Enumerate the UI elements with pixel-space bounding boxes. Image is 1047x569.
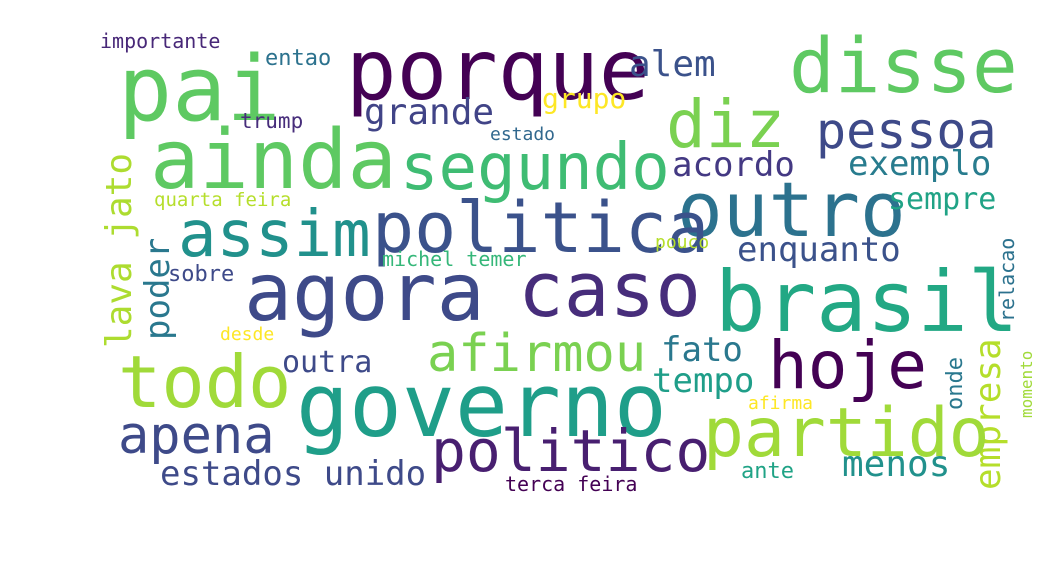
- word-afirma: afirma: [748, 393, 814, 414]
- word-poder: poder: [138, 237, 178, 340]
- word-partido: partido: [703, 394, 990, 473]
- word-quarta-feira: quarta feira: [154, 189, 292, 211]
- word-exemplo: exemplo: [848, 144, 992, 184]
- word-pouco: pouco: [655, 232, 710, 253]
- word-desde: desde: [220, 324, 275, 345]
- word-sempre: sempre: [888, 182, 997, 217]
- word-segundo: segundo: [400, 131, 670, 205]
- word-michel-temer: michel temer: [382, 247, 527, 271]
- word-acordo: acordo: [672, 145, 795, 185]
- word-pai: pai: [118, 37, 281, 142]
- word-enquanto: enquanto: [737, 230, 901, 270]
- word-importante: importante: [100, 29, 221, 53]
- word-sobre: sobre: [168, 262, 235, 287]
- word-apena: apena: [118, 406, 275, 466]
- word-fato: fato: [661, 330, 743, 370]
- word-lava-jato: lava jato: [99, 152, 140, 348]
- word-grupo: grupo: [542, 82, 627, 115]
- word-pessoa: pessoa: [816, 102, 997, 160]
- word-terca-feira: terca feira: [505, 472, 638, 496]
- word-estados-unido: estados unido: [160, 454, 427, 494]
- word-ante: ante: [741, 459, 794, 484]
- word-grande: grande: [364, 92, 495, 133]
- word-hoje: hoje: [768, 327, 927, 404]
- word-alem: alem: [629, 44, 716, 85]
- word-trump: trump: [240, 109, 304, 133]
- word-caso: caso: [518, 245, 702, 334]
- word-porque: porque: [346, 21, 650, 119]
- word-menos: menos: [842, 444, 951, 485]
- word-estado: estado: [490, 124, 556, 145]
- word-afirmou: afirmou: [427, 324, 647, 384]
- word-politico: politico: [431, 417, 711, 485]
- word-assim: assim: [178, 198, 371, 272]
- word-brasil: brasil: [715, 253, 1019, 351]
- word-momento: momento: [1017, 350, 1036, 418]
- word-diz: diz: [666, 86, 786, 163]
- word-disse: disse: [789, 21, 1018, 110]
- word-entao: entao: [265, 46, 332, 71]
- word-outra: outra: [282, 345, 373, 380]
- word-governo: governo: [296, 354, 667, 457]
- word-todo: todo: [118, 340, 292, 424]
- word-tempo: tempo: [652, 361, 755, 401]
- word-outro: outro: [677, 165, 906, 254]
- word-agora: agora: [244, 246, 485, 339]
- word-ainda: ainda: [150, 113, 397, 208]
- word-politica: politica: [372, 187, 710, 269]
